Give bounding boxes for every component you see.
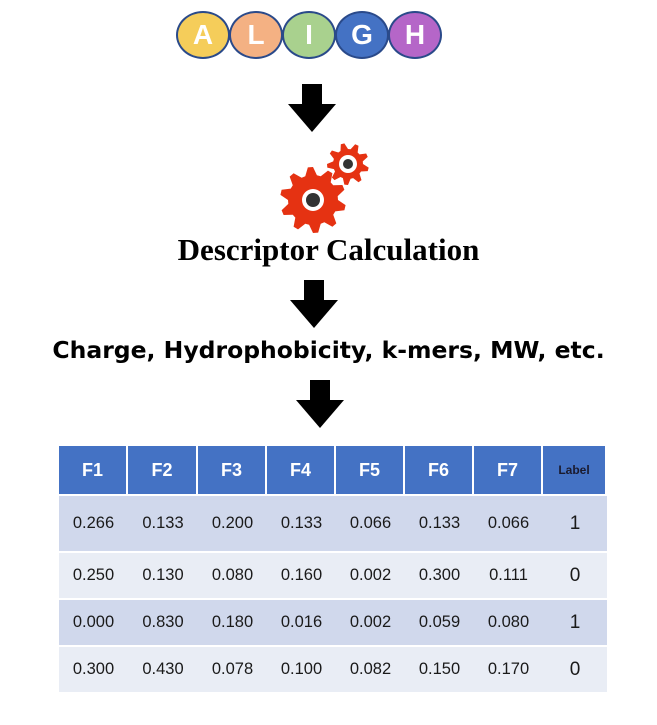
small-gear-icon [327,143,369,185]
feature-value-cell: 0.016 [280,613,323,631]
feature-list-text: Charge, Hydrophobicity, k-mers, MW, etc. [52,336,605,364]
residue-bead: I [282,11,336,59]
residue-bead: G [335,11,389,59]
feature-value-cell: 0.082 [349,660,392,678]
feature-value-cell: 0.133 [280,514,323,532]
feature-value-cell: 0.066 [349,514,392,532]
feature-value-cell: 0.830 [142,613,184,631]
residue-letter: G [351,19,373,50]
feature-value-cell: 0.150 [418,660,461,678]
residue-bead: H [388,11,442,59]
feature-value-cell: 0.080 [487,613,530,631]
feature-value-cell: 0.130 [142,566,184,584]
feature-value-cell: 0.002 [349,566,392,584]
feature-value-cell: 0.160 [280,566,323,584]
feature-value-cell: 0.133 [142,514,184,532]
table-header-cell: F7 [474,446,543,494]
residue-letter: H [404,19,426,50]
table-header-cell: F6 [405,446,474,494]
residue-letter: A [192,19,214,50]
feature-value-cell: 0.066 [487,514,530,532]
table-header-cell: F1 [59,446,128,494]
feature-value-cell: 0.300 [418,566,461,584]
residue-letter: I [305,19,313,50]
table-row: 0.000 0.830 0.180 0.016 0.002 0.059 0.080 1 [59,598,607,645]
step-title: Descriptor Calculation [177,232,480,267]
table-row: 0.300 0.430 0.078 0.100 0.082 0.150 0.170 0 [59,645,607,692]
feature-value-cell: 0.180 [211,613,254,631]
gears-icon [280,143,369,233]
feature-value-cell: 0.430 [142,660,184,678]
down-arrow-icon [296,380,344,428]
feature-value-cell: 0.266 [72,514,115,532]
feature-value-cell: 0.111 [489,566,528,584]
residue-bead: A [176,11,230,59]
label-cell: 0 [569,658,581,680]
table-row: 0.250 0.130 0.080 0.160 0.002 0.300 0.111 0 [59,551,607,598]
feature-table: F1 F2 F3 F4 F5 F6 F7 Label 0.266 0.133 0.200 0.133… [59,446,607,692]
feature-value-cell: 0.170 [487,660,530,678]
table-header-cell: F3 [198,446,267,494]
label-cell: 0 [569,564,581,586]
peptide-sequence: A L I G H [176,11,446,61]
feature-value-cell: 0.133 [418,514,461,532]
feature-value-cell: 0.300 [72,660,115,678]
label-cell: 1 [569,611,581,633]
residue-bead: L [229,11,283,59]
feature-value-cell: 0.000 [72,613,115,631]
label-cell: 1 [569,512,581,534]
table-header-cell: Label [543,446,607,494]
feature-value-cell: 0.059 [418,613,461,631]
feature-value-cell: 0.078 [211,660,254,678]
feature-value-cell: 0.002 [349,613,392,631]
large-gear-icon [280,167,346,233]
feature-value-cell: 0.200 [211,514,254,532]
feature-value-cell: 0.250 [72,566,115,584]
residue-letter: L [247,19,265,50]
table-header-cell: F4 [267,446,336,494]
down-arrow-icon [288,84,336,132]
down-arrow-icon [290,280,338,328]
table-row: 0.266 0.133 0.200 0.133 0.066 0.133 0.066 1 [59,494,607,551]
table-header-cell: F5 [336,446,405,494]
feature-value-cell: 0.080 [211,566,254,584]
table-header-cell: F2 [128,446,198,494]
feature-value-cell: 0.100 [280,660,323,678]
